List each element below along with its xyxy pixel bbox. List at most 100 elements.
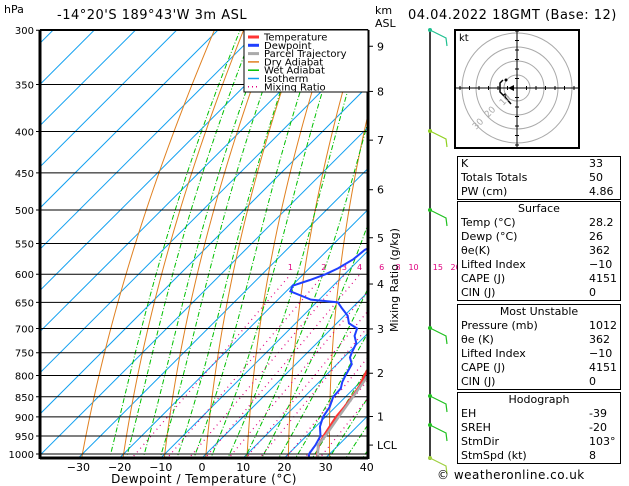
hodo-row: StmDir 103°: [458, 435, 620, 449]
datetime-title: 04.04.2022 18GMT (Base: 12): [408, 8, 617, 23]
mu-row: θe (K) 362: [458, 333, 620, 347]
x-tick-label: −10: [149, 461, 172, 474]
row-value: −10: [589, 258, 613, 271]
mixing-ratio-line: [188, 273, 346, 458]
isotherm-line: [40, 30, 343, 333]
pressure-grid: 300 350 400 450 500 550 600 650 700 750 800 850 900 9…: [9, 26, 368, 461]
row-label: Lifted Index: [461, 258, 526, 271]
mu-row: Lifted Index −10: [458, 347, 620, 361]
pressure-tick-label: 650: [15, 298, 34, 309]
row-label: Lifted Index: [461, 347, 526, 360]
legend-label: Wet Adiabat: [264, 66, 325, 77]
hodo-row: EH -39: [458, 407, 620, 421]
index-label: K: [461, 157, 469, 170]
km-tick-label: 7: [377, 134, 384, 147]
row-value: 4151: [589, 272, 617, 285]
hodo-row: SREH -20: [458, 421, 620, 435]
pressure-tick-label: 1000: [9, 450, 34, 461]
wind-barb: [429, 457, 448, 475]
dry-adiabat-line: [122, 30, 245, 458]
pressure-tick-label: 350: [15, 80, 34, 91]
row-value: 4151: [589, 361, 617, 374]
pressure-tick-label: 450: [15, 169, 34, 180]
wet-adiabat-line: [159, 30, 285, 458]
wind-barb: [429, 424, 448, 442]
dry-adiabat-line: [81, 30, 216, 458]
row-label: CAPE (J): [461, 272, 506, 285]
row-label: StmDir: [461, 435, 500, 448]
wind-barb: [429, 209, 448, 227]
legend-label: Dry Adiabat: [264, 57, 323, 68]
mixing-ratio-label: 15: [433, 263, 443, 272]
x-axis-label: Dewpoint / Temperature (°C): [111, 472, 297, 486]
surface-row: Lifted Index −10: [458, 258, 620, 272]
dry-adiabat-line: [163, 30, 274, 458]
wet-adiabat-line: [109, 30, 241, 458]
pressure-tick-label: 900: [15, 413, 34, 424]
x-tick-label: 10: [236, 461, 250, 474]
dewpoint-line: [289, 247, 368, 458]
x-tick-label: −30: [67, 461, 90, 474]
row-value: 0: [589, 375, 596, 388]
isotherm-line: [201, 291, 368, 458]
hodograph-table: Hodograph EH -39 SREH -20 StmDir 103° StmSp…: [457, 392, 621, 464]
x-tick-label: 0: [199, 461, 206, 474]
km-tick-label: 4: [377, 278, 384, 291]
index-value: 4.86: [589, 185, 614, 198]
row-label: EH: [461, 407, 477, 420]
mixing-ratio-label: 6: [379, 263, 384, 272]
pressure-tick-label: 300: [15, 26, 34, 37]
legend-label: Parcel Trajectory: [264, 49, 347, 60]
surface-row: Dewp (°C) 26: [458, 230, 620, 244]
location-title: -14°20'S 189°43'W 3m ASL: [57, 8, 248, 23]
mixing-ratio-label: 8: [395, 263, 400, 272]
row-value: 28.2: [589, 216, 614, 229]
altitude-unit-line1: km: [375, 4, 393, 17]
km-tick-label: 2: [377, 367, 384, 380]
hodo-row: StmSpd (kt) 8: [458, 449, 620, 463]
wet-adiabat-line: [210, 30, 343, 458]
altitude-unit-line2: ASL: [375, 17, 396, 30]
copyright-text[interactable]: © weatheronline.co.uk: [437, 468, 585, 482]
isotherm-line: [40, 126, 368, 456]
legend-label: Mixing Ratio: [264, 82, 326, 93]
pressure-tick-label: 850: [15, 393, 34, 404]
row-label: StmSpd (kt): [461, 449, 527, 462]
row-value: 0: [589, 286, 596, 299]
wind-barb: [429, 395, 448, 413]
temperature-line: [315, 366, 368, 458]
row-label: CAPE (J): [461, 361, 506, 374]
hodograph-unit-label: kt: [459, 33, 469, 44]
isotherm-line: [40, 30, 260, 250]
legend-label: Dewpoint: [264, 41, 312, 52]
pressure-tick-label: 550: [15, 240, 34, 251]
surface-row: Temp (°C) 28.2: [458, 216, 620, 230]
index-row-totals: Totals Totals 50: [458, 171, 620, 185]
surface-table: Surface Temp (°C) 28.2 Dewp (°C) 26 θe(K) 3…: [457, 201, 621, 301]
row-value: 103°: [589, 435, 616, 448]
pressure-tick-label: 800: [15, 371, 34, 382]
x-tick-label: 40: [360, 461, 374, 474]
km-tick-label: LCL: [377, 439, 398, 452]
isotherm-line: [40, 30, 137, 127]
wet-adiabat-line: [328, 396, 368, 458]
row-label: Temp (°C): [461, 216, 516, 229]
legend-label: Isotherm: [264, 74, 308, 85]
background-lines: [40, 30, 368, 458]
row-label: Dewp (°C): [461, 230, 518, 243]
row-label: θe (K): [461, 333, 494, 346]
most-unstable-table: Most Unstable Pressure (mb) 1012 θe (K) 36…: [457, 304, 621, 390]
isotherm-line: [77, 167, 368, 458]
km-tick-label: 3: [377, 323, 384, 336]
row-label: θe(K): [461, 244, 491, 257]
km-tick-label: 5: [377, 232, 384, 245]
row-value: -39: [589, 407, 607, 420]
surface-row: θe(K) 362: [458, 244, 620, 258]
mixing-ratio-label: 10: [408, 263, 418, 272]
dry-adiabat-line: [287, 30, 361, 458]
wet-adiabat-line: [125, 30, 255, 458]
wet-adiabat-line: [227, 30, 367, 458]
index-value: 50: [589, 171, 603, 184]
pressure-tick-label: 500: [15, 206, 34, 217]
isotherm-line: [160, 250, 368, 458]
